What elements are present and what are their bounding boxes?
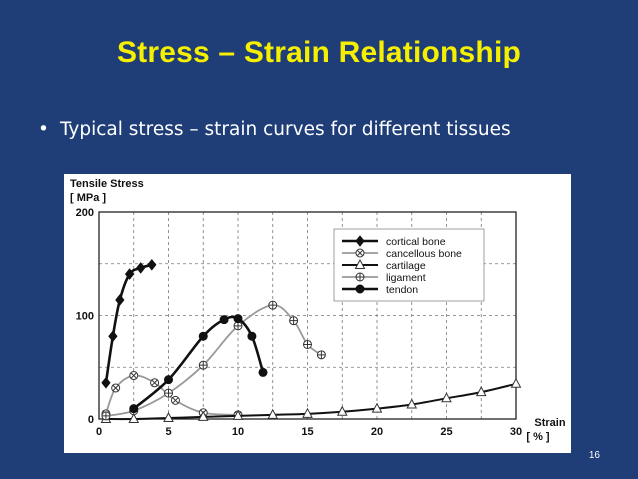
data-point-tendon <box>164 375 173 385</box>
legend-label-cartilage: cartilage <box>386 260 426 272</box>
legend-marker-cancellous-bone <box>355 248 365 258</box>
data-point-cortical-bone <box>108 330 118 343</box>
data-point-ligament <box>198 360 208 370</box>
legend-label-cancellous-bone: cancellous bone <box>386 248 462 260</box>
y-axis-unit: [ MPa ] <box>70 192 106 204</box>
legend-marker-tendon <box>355 284 365 294</box>
x-tick-label: 30 <box>510 426 522 438</box>
data-point-cartilage <box>232 409 244 420</box>
x-tick-label: 0 <box>96 426 102 438</box>
axes <box>98 211 517 420</box>
series-line-tendon <box>132 315 265 410</box>
data-point-ligament <box>164 388 173 398</box>
data-point-tendon <box>247 331 257 341</box>
bullet-point: • Typical stress – strain curves for diff… <box>38 119 511 140</box>
bullet-marker: • <box>38 119 49 140</box>
data-point-cartilage <box>441 392 452 403</box>
page-number: 16 <box>588 450 600 461</box>
series-line-ligament <box>105 304 323 417</box>
series-cortical-bone <box>101 258 157 389</box>
x-tick-label: 20 <box>371 426 383 438</box>
series-line-cortical-bone <box>104 263 154 385</box>
legend-label-cortical-bone: cortical bone <box>386 236 446 248</box>
x-tick-label: 5 <box>165 426 171 438</box>
data-point-cartilage <box>475 386 487 397</box>
data-point-cartilage <box>267 408 279 419</box>
data-point-ligament <box>233 321 243 331</box>
data-point-cartilage <box>371 402 383 413</box>
bullet-text: Typical stress – strain curves for diffe… <box>60 119 511 140</box>
data-point-cartilage <box>163 411 174 422</box>
legend-label-ligament: ligament <box>386 272 426 284</box>
data-point-tendon <box>233 314 243 324</box>
data-point-cartilage <box>510 377 522 388</box>
data-point-cartilage <box>197 410 209 421</box>
y-tick-label: 200 <box>76 207 94 219</box>
series-tendon <box>129 314 268 414</box>
legend-label-tendon: tendon <box>386 284 418 296</box>
data-point-cortical-bone <box>136 262 146 274</box>
data-point-cortical-bone <box>124 268 135 280</box>
x-axis-unit: [ % ] <box>526 431 550 443</box>
data-point-cartilage <box>302 407 313 418</box>
legend-marker-cartilage <box>354 258 366 269</box>
data-point-tendon <box>129 404 139 414</box>
x-tick-label: 25 <box>440 426 452 438</box>
slide-title: Stress – Strain Relationship <box>116 36 522 69</box>
data-point-cancellous-bone <box>111 383 121 393</box>
data-point-cancellous-bone <box>150 378 160 388</box>
data-point-tendon <box>258 367 268 377</box>
data-point-cortical-bone <box>101 376 111 389</box>
legend-marker-ligament <box>355 272 365 282</box>
data-point-ligament <box>289 316 299 326</box>
x-axis-title: Strain <box>534 417 565 429</box>
chart-figure: cortical bone cancellous bone cartilage lig… <box>64 174 571 453</box>
series <box>100 258 522 423</box>
axis-labels: 0 5 10 15 20 25 30 0 100 200 Tensile Stress [ MPa ]… <box>70 178 566 443</box>
data-point-cortical-bone <box>147 258 157 271</box>
y-tick-label: 100 <box>76 311 94 323</box>
legend-marker-cortical-bone <box>355 235 365 247</box>
data-point-cortical-bone <box>115 294 125 306</box>
data-point-ligament <box>303 339 312 349</box>
y-axis-title: Tensile Stress <box>70 178 144 190</box>
data-point-cartilage <box>128 412 140 423</box>
data-point-tendon <box>198 331 208 341</box>
series-ligament <box>101 300 326 421</box>
data-point-cancellous-bone <box>129 371 139 381</box>
data-point-tendon <box>219 315 229 325</box>
data-point-cartilage <box>336 405 348 416</box>
y-tick-label: 0 <box>88 414 94 426</box>
data-point-ligament <box>268 300 278 310</box>
data-point-ligament <box>101 411 111 421</box>
series-cancellous-bone <box>101 371 243 420</box>
data-point-cartilage <box>406 398 418 409</box>
plot-frame <box>98 211 517 420</box>
data-point-cancellous-bone <box>170 395 180 405</box>
data-point-ligament <box>316 350 326 360</box>
x-tick-label: 10 <box>232 426 244 438</box>
x-tick-label: 15 <box>301 426 313 438</box>
